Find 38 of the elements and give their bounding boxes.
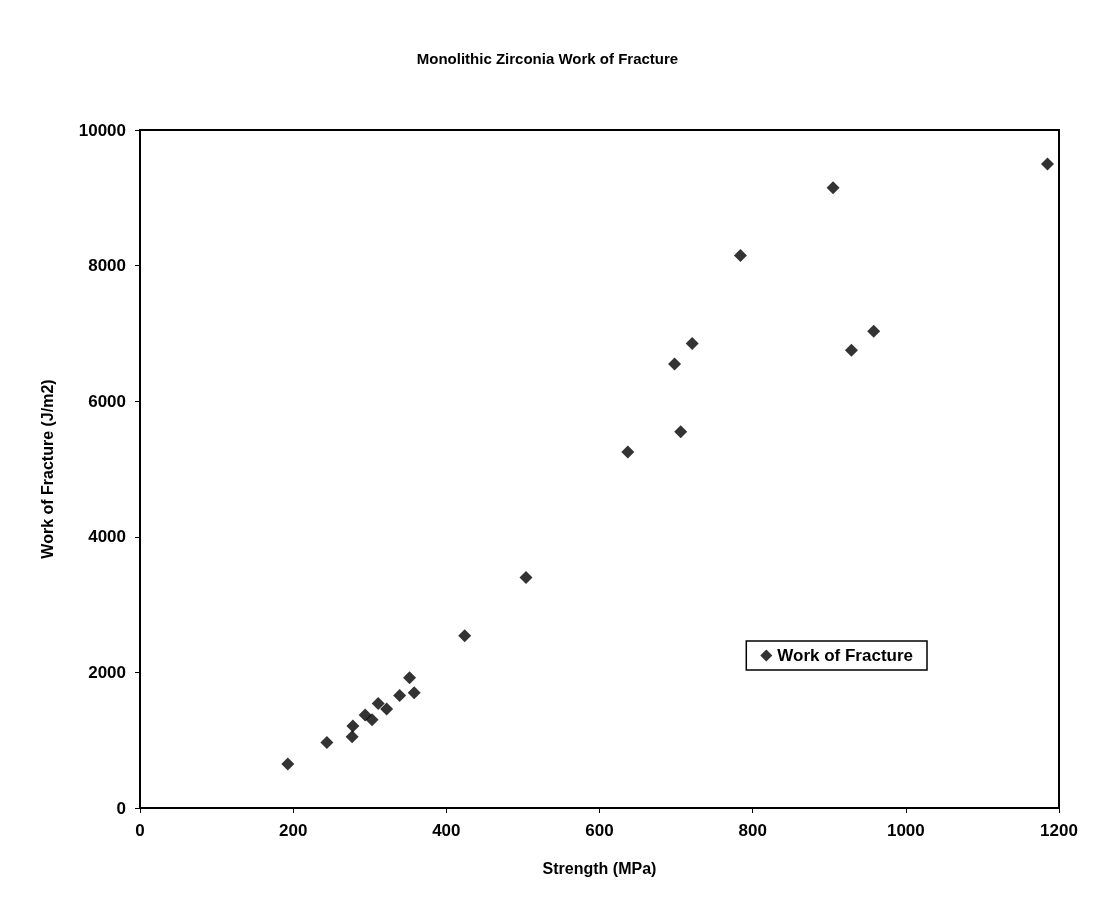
point xyxy=(320,736,334,750)
y-tick-label: 10000 xyxy=(78,120,126,140)
y-tick-label: 8000 xyxy=(88,256,126,276)
point xyxy=(281,757,295,771)
y-tick-label: 0 xyxy=(116,798,126,818)
point xyxy=(407,686,421,700)
x-tick-label: 600 xyxy=(585,821,614,840)
x-axis-title: Strength (MPa) xyxy=(542,859,657,877)
point xyxy=(393,688,407,702)
x-tick-label: 0 xyxy=(135,821,145,840)
x-tick-label: 400 xyxy=(432,821,461,840)
point xyxy=(365,713,379,727)
point xyxy=(685,337,699,351)
point xyxy=(345,730,359,744)
x-tick-label: 1200 xyxy=(1040,821,1078,840)
point xyxy=(674,425,688,439)
x-tick-label: 1000 xyxy=(886,821,925,840)
point xyxy=(733,248,747,262)
point xyxy=(1041,157,1055,171)
x-tick-label: 800 xyxy=(738,821,767,840)
point xyxy=(403,671,417,685)
point xyxy=(668,357,682,371)
y-tick-label: 6000 xyxy=(88,391,126,411)
point xyxy=(867,324,881,338)
point xyxy=(371,697,385,711)
point xyxy=(346,719,360,733)
x-tick-label: 200 xyxy=(278,821,308,840)
chart-title: Monolithic Zirconia Work of Fracture xyxy=(416,50,679,67)
y-axis-title: Work of Fracture (J/m2) xyxy=(38,379,56,559)
point xyxy=(380,702,394,716)
y-tick-label: 4000 xyxy=(88,527,126,547)
legend-label: Work of Fracture xyxy=(777,646,914,665)
point xyxy=(844,343,858,357)
point xyxy=(458,629,472,643)
point xyxy=(826,181,840,195)
point xyxy=(519,570,533,584)
point xyxy=(621,445,635,459)
y-tick-label: 2000 xyxy=(88,662,126,682)
